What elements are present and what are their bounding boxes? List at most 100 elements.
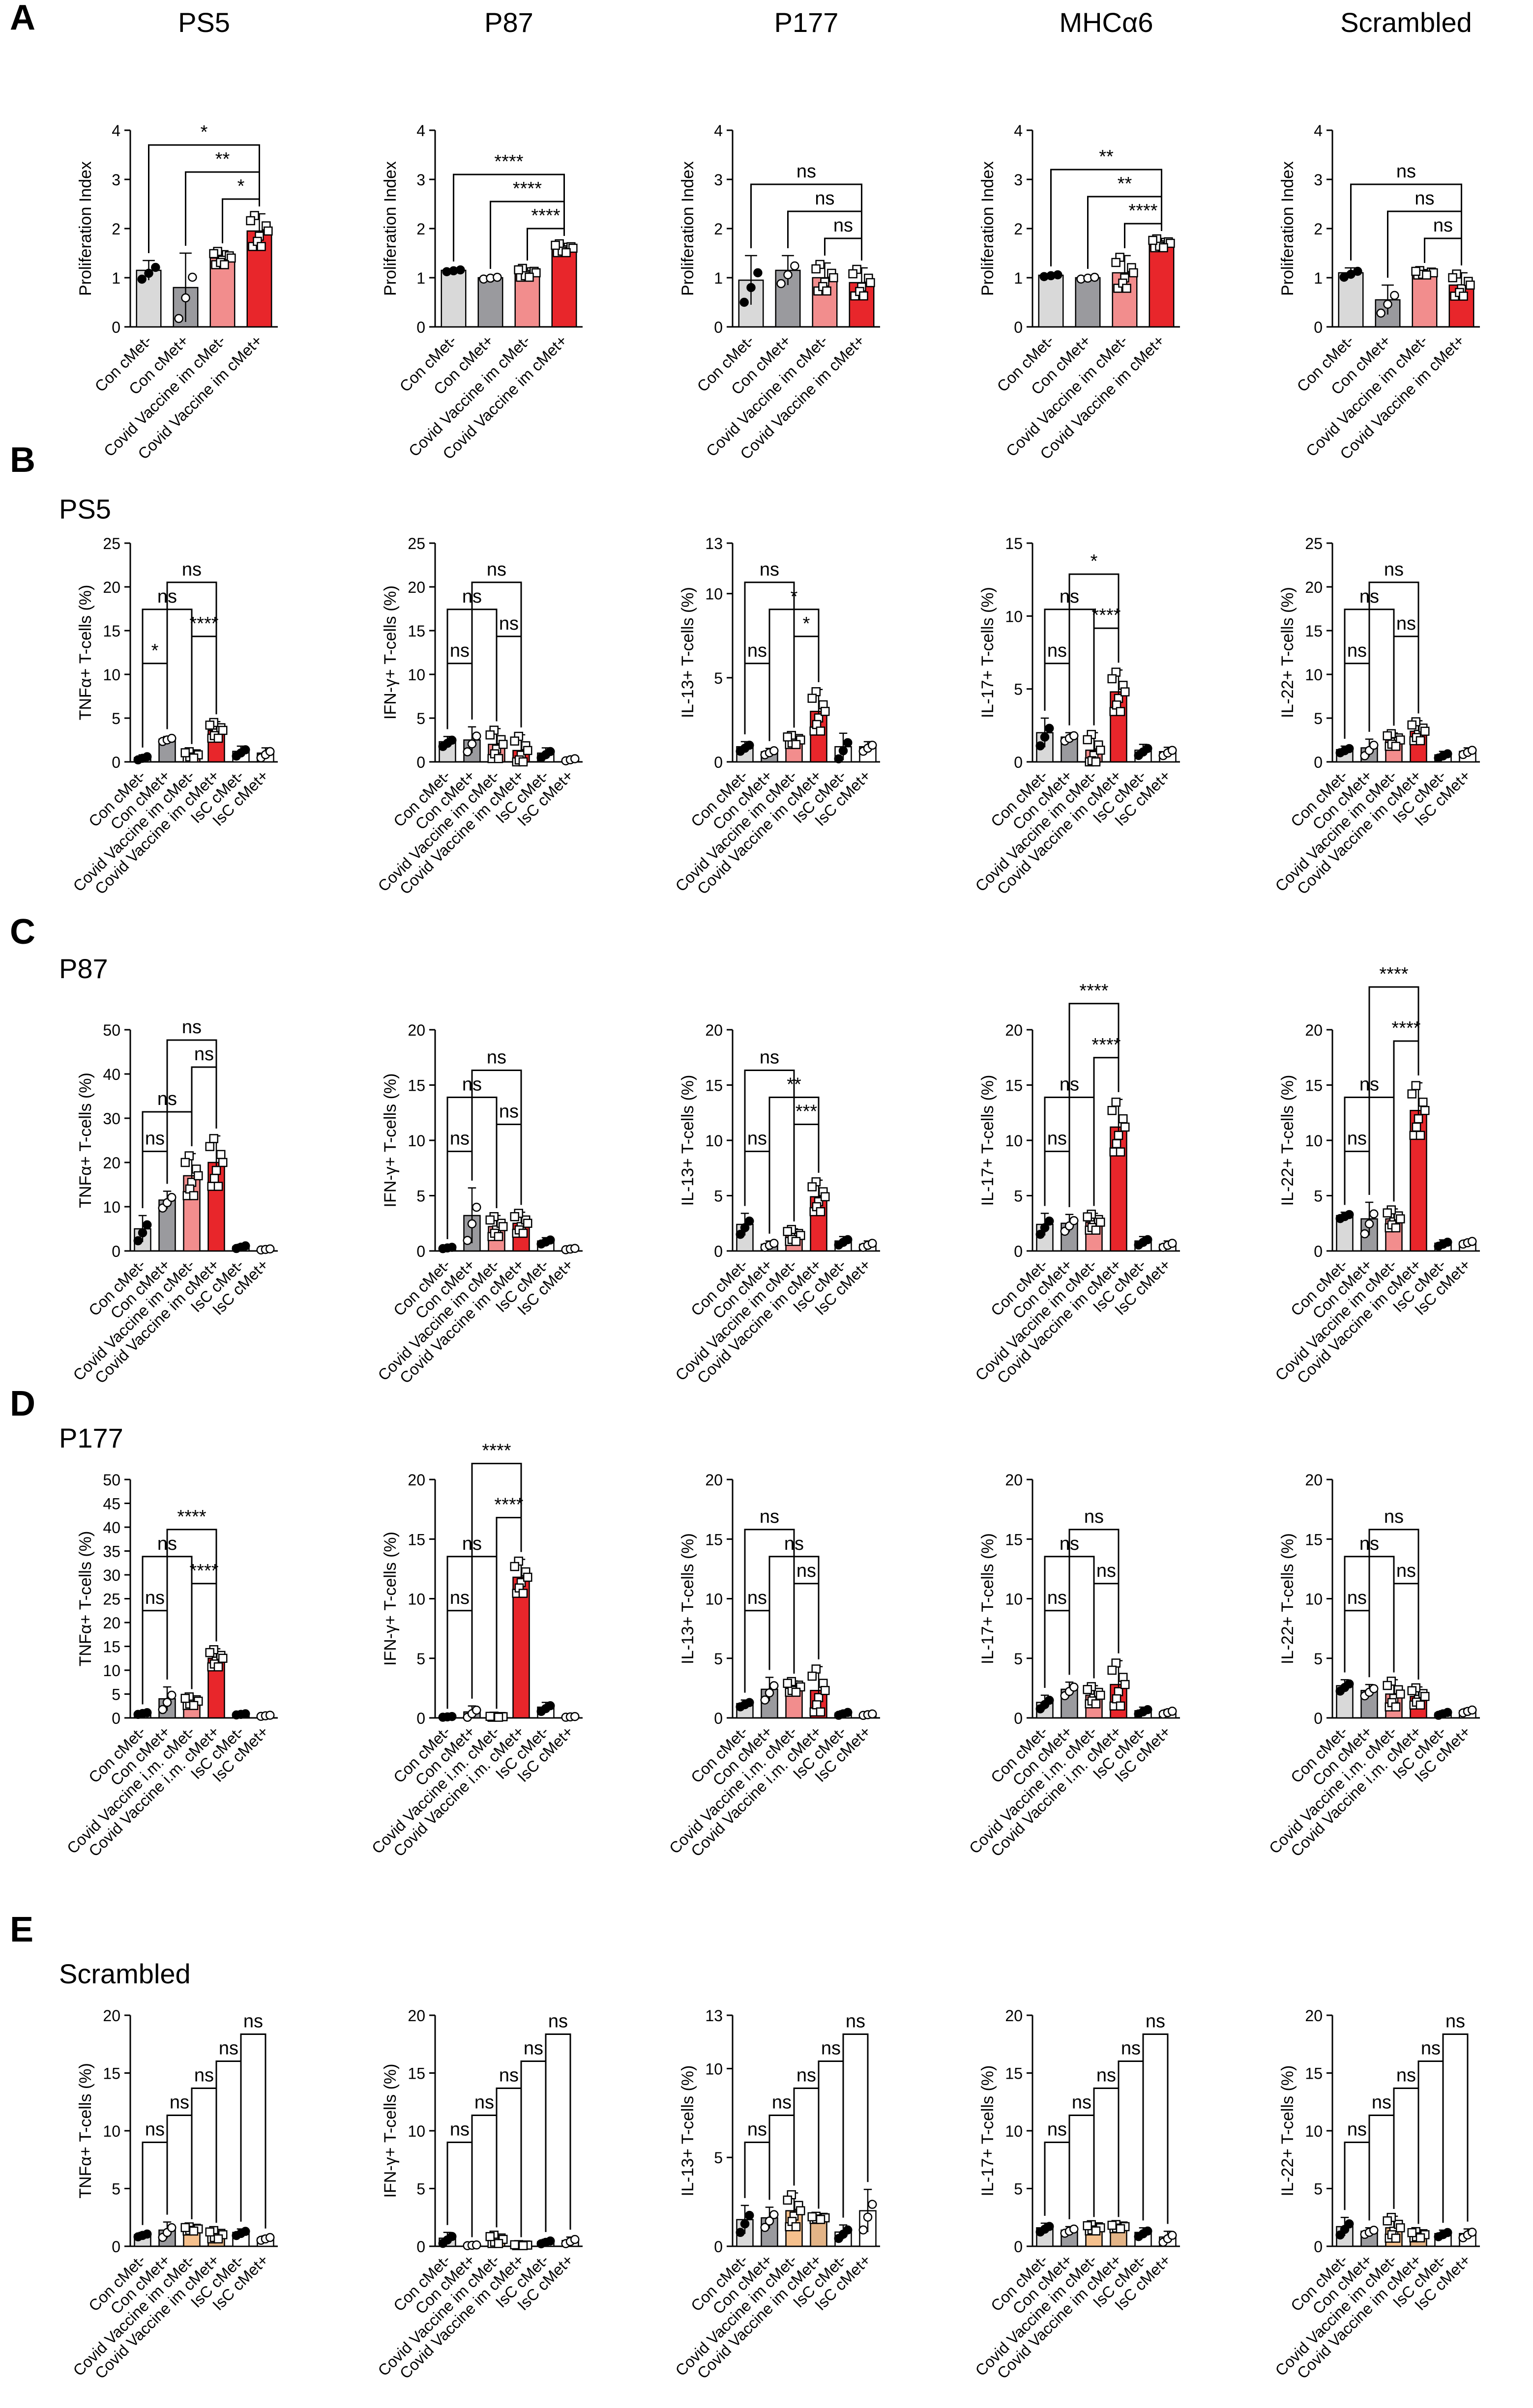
- data-point: [807, 694, 817, 703]
- y-tick-label: 5: [416, 1188, 425, 1205]
- data-point: [1044, 1695, 1054, 1705]
- data-point: [807, 2212, 817, 2222]
- significance-bracket: [1044, 663, 1070, 725]
- significance-label: ns: [548, 2011, 568, 2032]
- data-point: [1369, 2226, 1379, 2235]
- section-title: Scrambled: [59, 1958, 191, 1989]
- data-point: [180, 1158, 190, 1167]
- data-point: [137, 274, 147, 284]
- significance-label: ns: [1421, 2038, 1441, 2059]
- significance-bracket: [1093, 2088, 1120, 2217]
- data-point: [1411, 1081, 1421, 1090]
- data-point: [494, 1232, 503, 1241]
- data-point: [1090, 272, 1099, 282]
- y-axis-label: TNFα+ T-cells (%): [76, 1073, 95, 1208]
- y-tick-label: 20: [1005, 2007, 1023, 2025]
- significance-bracket: [471, 581, 522, 727]
- y-tick-label: 5: [1314, 2180, 1323, 2198]
- data-point: [1395, 1214, 1405, 1223]
- significance-bracket: [1368, 1529, 1419, 1680]
- y-tick-label: 4: [714, 122, 723, 140]
- y-axis-label: TNFα+ T-cells (%): [76, 585, 95, 721]
- significance-bracket: [446, 1610, 473, 1709]
- significance-bracket: [1368, 986, 1419, 1195]
- significance-bracket: [496, 636, 522, 727]
- significance-bracket: [1118, 2060, 1144, 2221]
- data-point: [205, 720, 215, 730]
- significance-label: *: [1091, 551, 1098, 572]
- data-point: [1167, 2231, 1177, 2240]
- significance-label: ns: [796, 1561, 816, 1581]
- data-point: [189, 2226, 199, 2236]
- y-tick-label: 45: [103, 1495, 120, 1513]
- data-point: [1159, 243, 1168, 253]
- data-point: [523, 1219, 532, 1228]
- y-tick-label: 5: [416, 1650, 425, 1668]
- data-point: [807, 1182, 817, 1191]
- data-point: [783, 1679, 793, 1688]
- significance-bracket: [166, 581, 217, 729]
- y-tick-label: 20: [408, 1471, 425, 1489]
- data-point: [142, 1220, 152, 1230]
- y-axis-label: IL-17+ T-cells (%): [978, 1533, 997, 1664]
- data-point: [1111, 258, 1120, 267]
- significance-bracket: [471, 1070, 522, 1205]
- significance-bracket: [166, 1039, 217, 1184]
- data-point: [514, 265, 523, 275]
- data-point: [1083, 1685, 1092, 1694]
- data-point: [1360, 1229, 1370, 1239]
- y-tick-label: 15: [408, 622, 425, 640]
- data-point: [188, 272, 197, 282]
- data-point: [1415, 1131, 1425, 1140]
- y-tick-label: 15: [408, 2065, 425, 2083]
- data-point: [740, 2219, 750, 2229]
- data-point: [218, 1158, 228, 1167]
- data-point: [138, 1228, 147, 1238]
- data-point: [264, 226, 273, 236]
- data-point: [1044, 724, 1054, 733]
- data-point: [783, 2195, 793, 2205]
- y-tick-label: 0: [714, 319, 723, 336]
- significance-bracket: [453, 174, 565, 261]
- y-tick-label: 5: [1014, 1188, 1023, 1205]
- data-point: [510, 736, 520, 746]
- data-point: [545, 2236, 555, 2246]
- significance-label: ns: [1146, 2011, 1165, 2032]
- y-tick-label: 10: [705, 1132, 723, 1150]
- data-point: [213, 2234, 223, 2244]
- data-point: [866, 278, 875, 288]
- data-point: [783, 732, 793, 742]
- data-point: [746, 283, 756, 292]
- data-point: [209, 1134, 219, 1143]
- data-point: [1443, 1708, 1452, 1717]
- data-point: [472, 2240, 481, 2250]
- data-point: [265, 1711, 275, 1720]
- significance-label: ns: [1047, 640, 1067, 661]
- significance-label: ns: [243, 2011, 263, 2032]
- significance-label: ns: [1347, 640, 1367, 661]
- data-point: [1120, 1680, 1130, 1689]
- y-tick-label: 50: [103, 1471, 120, 1489]
- data-point: [167, 1192, 177, 1202]
- data-point: [765, 1688, 774, 1698]
- data-point: [1040, 1223, 1050, 1232]
- significance-bracket: [471, 2115, 498, 2237]
- y-tick-label: 10: [103, 1198, 120, 1216]
- y-tick-label: 15: [1305, 2065, 1323, 2083]
- y-tick-label: 2: [714, 220, 723, 238]
- data-point: [843, 2225, 853, 2234]
- significance-bracket: [1344, 2142, 1370, 2221]
- y-axis-label: IFN-γ+ T-cells (%): [381, 585, 400, 720]
- panel-letter: D: [10, 1384, 35, 1423]
- y-tick-label: 0: [1014, 1710, 1023, 1727]
- data-point: [1344, 1210, 1354, 1219]
- data-point: [463, 747, 472, 756]
- significance-bracket: [1068, 2115, 1095, 2220]
- data-point: [1035, 1230, 1045, 1239]
- y-tick-label: 0: [112, 2238, 120, 2256]
- y-axis-label: TNFα+ T-cells (%): [76, 1531, 95, 1667]
